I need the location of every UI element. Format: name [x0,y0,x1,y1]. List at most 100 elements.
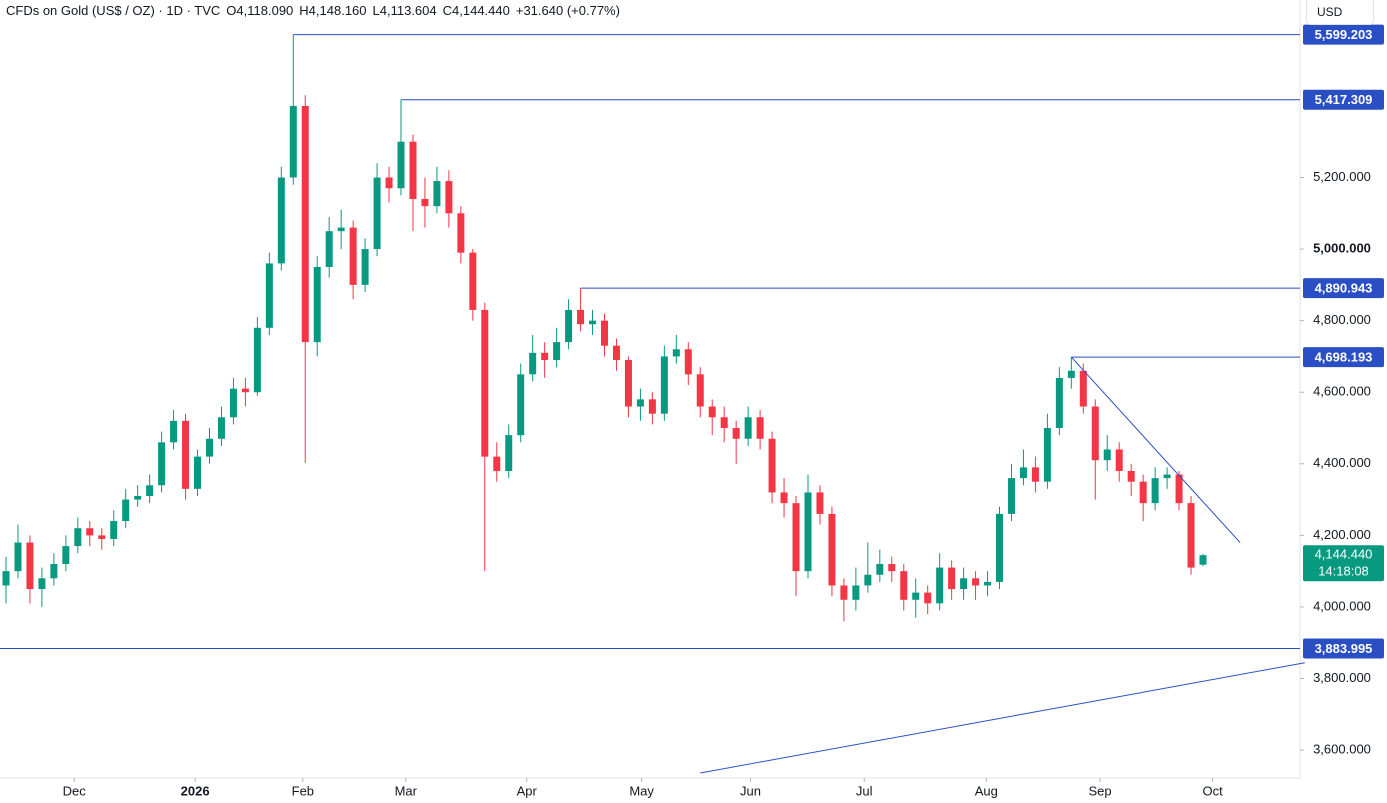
candle-body [349,227,357,285]
candle-body [301,105,309,343]
candle-body [696,374,704,407]
x-tick-label: Apr [517,783,538,798]
candle-body [397,141,405,189]
candle-body [1127,470,1135,482]
y-tick-label: 4,400.000 [1313,455,1371,470]
y-tick-label: 5,000.000 [1313,241,1371,256]
candle-body [816,492,824,514]
candle-body [996,513,1004,582]
candle-body [241,388,249,393]
last-price-box [1303,545,1384,582]
candle-body [205,438,213,457]
candle-body [732,428,740,439]
x-tick-label: 2026 [181,783,210,798]
candle-body [1079,370,1087,407]
last-price-label: 4,144.440 [1315,547,1373,562]
candle-body [325,231,333,267]
level-label: 4,890.943 [1315,281,1373,296]
candle-body [948,567,956,590]
level-label-box [1303,24,1384,45]
candle-body [792,503,800,572]
ohlc-open: O4,118.090 [226,3,294,18]
candle-body [14,542,22,572]
candle-body [1031,467,1039,482]
candle-body [253,327,261,393]
x-tick-label: Jun [740,783,761,798]
x-tick-label: Feb [292,783,314,798]
level-label-box [1303,638,1384,659]
candle-body [900,571,908,600]
candle-body [38,578,46,590]
y-tick-label: 4,800.000 [1313,312,1371,327]
candle-body [672,349,680,357]
candle-body [1007,478,1015,514]
candle-body [409,141,417,199]
symbol-title: CFDs on Gold (US$ / OZ) · 1D · TVC [6,3,221,18]
level-label: 5,417.309 [1315,92,1373,107]
candle-body [481,309,489,457]
candle-body [86,528,94,536]
candle-body [170,420,178,443]
currency-button[interactable]: USD [1306,0,1374,25]
candle-body [277,177,285,264]
candle-body [2,571,10,586]
candle-body [553,342,561,361]
level-label-box [1303,89,1384,110]
candle-body [1139,481,1147,504]
candle-body [660,356,668,414]
candle-body [26,542,34,590]
candle-body [1175,474,1183,504]
candle-body [457,213,465,253]
candle-body [146,485,154,497]
level-label: 5,599.203 [1315,27,1373,42]
x-tick-label: Oct [1202,783,1223,798]
candle-body [361,249,369,285]
candle-body [960,578,968,590]
candle-body [744,417,752,439]
x-tick-label: Sep [1088,783,1111,798]
level-label: 4,698.193 [1315,350,1373,365]
candle-body [62,546,70,564]
candle-body [337,227,345,232]
trendline [1070,356,1241,543]
x-tick-label: May [629,783,654,798]
candle-body [648,399,656,414]
y-tick-label: 3,800.000 [1313,670,1371,685]
candle-body [972,578,980,586]
candle-body [888,563,896,572]
y-tick-label: 4,200.000 [1313,527,1371,542]
candle-body [421,198,429,207]
candle-body [469,252,477,310]
ohlc-high: H4,148.160 [299,3,367,18]
ohlc-close: C4,144.440 [442,3,510,18]
candle-body [110,521,118,539]
candle-body [601,320,608,346]
candle-body [445,181,453,214]
level-label-box [1303,347,1384,368]
candle-body [1103,449,1111,461]
candle-body [780,492,788,504]
change: +31.640 (+0.77%) [515,3,620,18]
candle-body [924,592,932,604]
candle-body [708,406,716,418]
candle-body [1115,449,1123,471]
ohlc-low: L4,113.604 [372,3,437,18]
candle-body [684,349,692,375]
candle-body [373,177,381,250]
candle-body [912,592,920,600]
candle-body [565,309,573,343]
candle-body [624,360,632,407]
y-tick-label: 4,000.000 [1313,598,1371,613]
x-tick-label: Jul [856,783,873,798]
legend-header: CFDs on Gold (US$ / OZ) · 1D · TVC O4,11… [6,3,620,18]
candle-body [984,581,992,586]
level-label: 3,883.995 [1315,641,1373,656]
candle-body [936,567,944,604]
candle-body [194,456,202,489]
candle-body [122,499,130,522]
x-tick-label: Dec [63,783,87,798]
candle-body [265,263,273,328]
candle-body [74,528,82,547]
candle-body [1067,370,1075,378]
